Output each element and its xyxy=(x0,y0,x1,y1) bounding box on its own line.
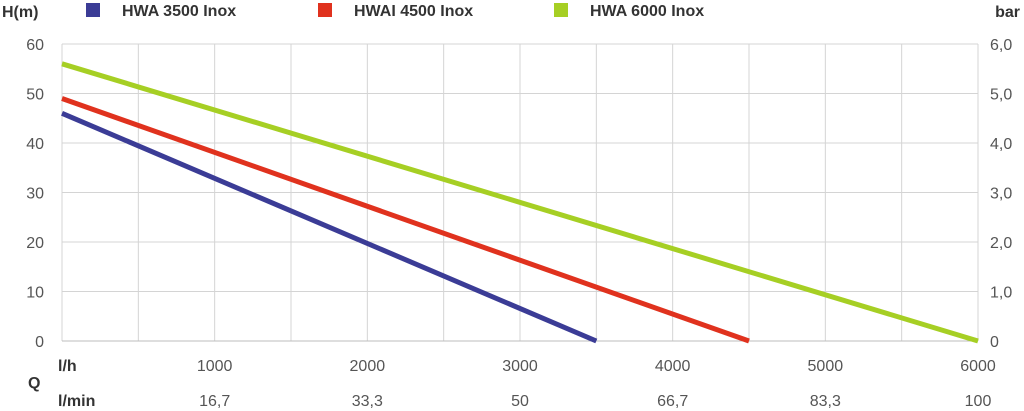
y2-tick-label: 3,0 xyxy=(990,186,1012,203)
legend-item: HWAI 4500 Inox xyxy=(318,3,473,20)
x2-tick-label: 33,3 xyxy=(352,393,383,410)
x-tick-label: 4000 xyxy=(655,358,691,375)
y-tick-label: 40 xyxy=(26,136,44,153)
x2-tick-label: 83,3 xyxy=(810,393,841,410)
y2-tick-label: 4,0 xyxy=(990,136,1012,153)
series-line xyxy=(61,96,750,344)
y2-tick-label: 5,0 xyxy=(990,87,1012,104)
y2-tick-label: 6,0 xyxy=(990,37,1012,54)
legend-item: HWA 6000 Inox xyxy=(554,3,704,20)
series-line xyxy=(61,61,979,344)
x-tick-label: 5000 xyxy=(808,358,844,375)
grid xyxy=(61,43,979,342)
legend: HWA 3500 Inox HWAI 4500 Inox HWA 6000 In… xyxy=(86,3,704,20)
x-tick-label: 2000 xyxy=(350,358,386,375)
legend-item: HWA 3500 Inox xyxy=(86,3,236,20)
series-line xyxy=(61,111,598,344)
y-tick-label: 60 xyxy=(26,37,44,54)
x2-tick-label: 66,7 xyxy=(657,393,688,410)
legend-swatch xyxy=(318,3,332,17)
y-tick-label: 20 xyxy=(26,235,44,252)
y2-tick-label: 0 xyxy=(990,334,999,351)
x2-tick-label: 100 xyxy=(965,393,992,410)
legend-swatch xyxy=(554,3,568,17)
right-axis-label: bar xyxy=(995,4,1020,21)
legend-label: HWA 3500 Inox xyxy=(122,3,236,20)
series-lines xyxy=(61,61,979,344)
x-tick-label: 1000 xyxy=(197,358,233,375)
y2-tick-label: 2,0 xyxy=(990,235,1012,252)
y-tick-label: 50 xyxy=(26,87,44,104)
x2-tick-label: 50 xyxy=(511,393,529,410)
y2-tick-label: 1,0 xyxy=(990,285,1012,302)
y-tick-label: 30 xyxy=(26,186,44,203)
x-row-label: l/h xyxy=(58,358,77,375)
x-tick-label: 6000 xyxy=(960,358,996,375)
left-axis-label: H(m) xyxy=(2,4,38,21)
y-tick-label: 10 xyxy=(26,285,44,302)
tick-labels: 0 10 20 30 40 50 60 0 1,0 2,0 3,0 4,0 5,0 6,0 1000 2000… xyxy=(26,37,1012,410)
q-label: Q xyxy=(28,375,40,392)
y-tick-label: 0 xyxy=(35,334,44,351)
x-tick-label: 3000 xyxy=(502,358,538,375)
legend-swatch xyxy=(86,3,100,17)
legend-label: HWA 6000 Inox xyxy=(590,3,704,20)
x2-tick-label: 16,7 xyxy=(199,393,230,410)
legend-label: HWAI 4500 Inox xyxy=(354,3,473,20)
x2-row-label: l/min xyxy=(58,393,95,410)
